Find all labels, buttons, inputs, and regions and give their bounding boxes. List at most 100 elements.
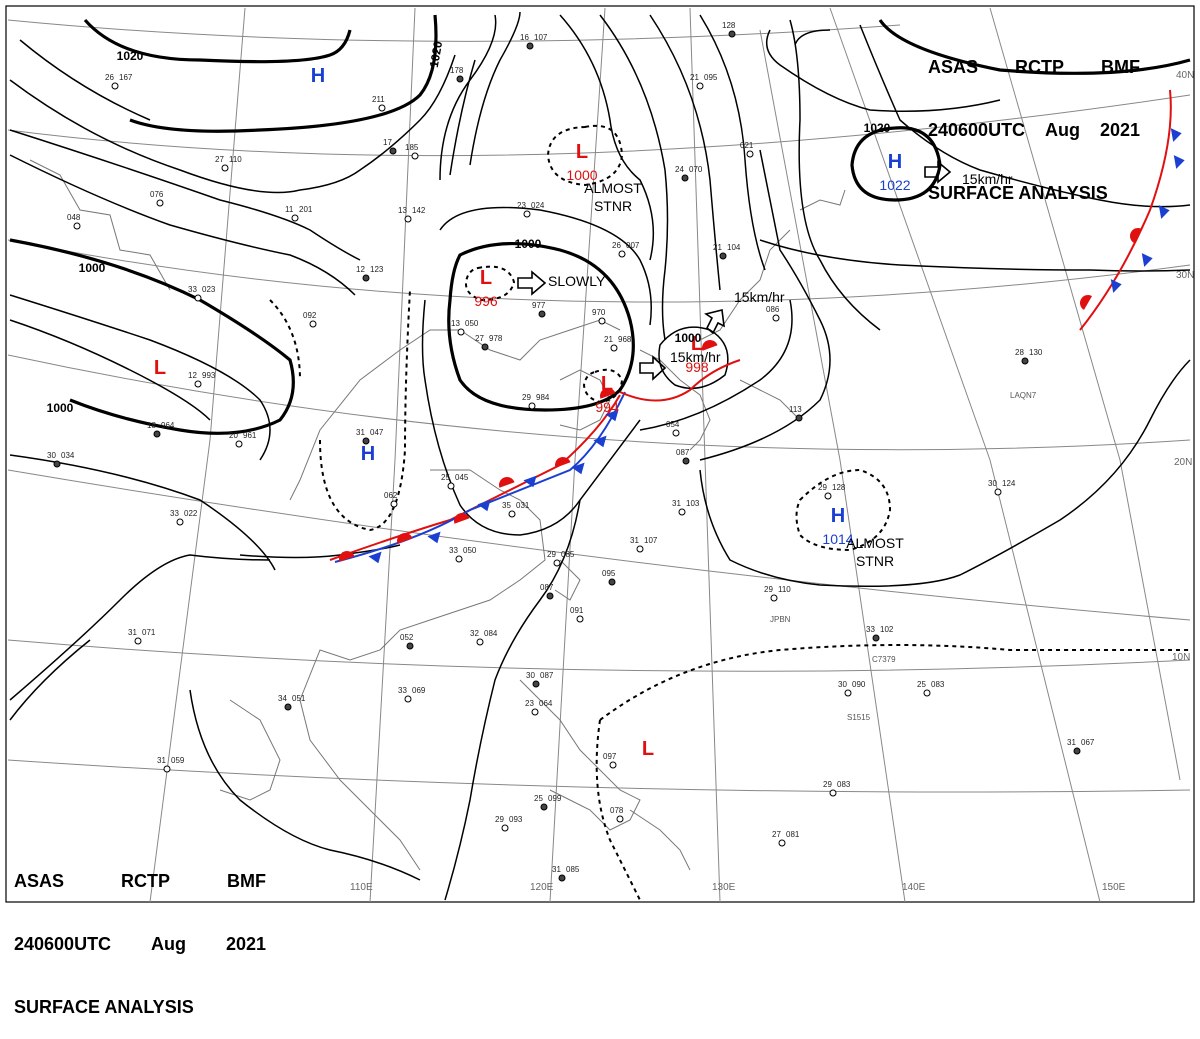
- station-plot-circle: [447, 482, 455, 490]
- station-pressure: 128: [832, 483, 846, 492]
- station-plot-circle: [678, 508, 686, 516]
- map-frame: [5, 5, 1195, 903]
- high-pressure-symbol: H: [361, 443, 375, 465]
- header-station: RCTP: [1015, 57, 1064, 77]
- front-east-red: [1079, 89, 1172, 331]
- latitude-label: 20N: [1174, 457, 1192, 468]
- station-temp: 29: [823, 780, 832, 789]
- station-temp: 091: [570, 606, 584, 615]
- station-temp: 17: [383, 138, 392, 147]
- station-temp: 20: [229, 431, 238, 440]
- station-pressure: 083: [837, 780, 851, 789]
- station-temp: 13: [398, 206, 407, 215]
- header-month: Aug: [1045, 120, 1080, 140]
- longitude-label: 150E: [1102, 882, 1126, 893]
- station-plot-circle: [558, 874, 566, 882]
- warm-front-semicircle: [1130, 228, 1142, 243]
- station-temp: 31: [552, 865, 561, 874]
- station-pressure: 103: [686, 499, 700, 508]
- cold-front-triangle: [1158, 205, 1170, 219]
- header-agency: ASAS: [14, 871, 65, 891]
- low-pressure-symbol: L: [576, 141, 588, 163]
- header-time: 240600UTC: [14, 934, 112, 954]
- header-code: BMF: [226, 871, 266, 891]
- dashed-isobars: [269, 124, 1190, 901]
- station-plot-circle: [778, 839, 786, 847]
- station-plot-circle: [404, 695, 412, 703]
- header-year: 2021: [225, 934, 266, 954]
- station-plot-circle: [540, 803, 548, 811]
- station-temp: 021: [740, 141, 754, 150]
- cold-front-triangle: [1170, 128, 1182, 142]
- station-temp: 12: [356, 265, 365, 274]
- header-top-right: ASAS RCTP BMF 240600UTC Aug 2021 SURFACE…: [928, 15, 1140, 225]
- station-plot-circle: [508, 510, 516, 518]
- station-plot-circle: [156, 199, 164, 207]
- station-pressure: 095: [704, 73, 718, 82]
- high-pressure-symbol: H: [888, 151, 902, 173]
- station-plot-circle: [455, 555, 463, 563]
- station-temp: 35: [502, 501, 511, 510]
- station-pressure: 069: [412, 686, 426, 695]
- station-temp: 11: [285, 205, 294, 214]
- station-plot-circle: [728, 30, 736, 38]
- isobar-label: 1020: [864, 121, 891, 135]
- station-pressure: 968: [618, 335, 632, 344]
- warm-front-semicircle: [499, 477, 515, 488]
- warm-front-semicircle: [339, 551, 355, 562]
- warm-front-segment: [619, 359, 741, 402]
- center-pressure-value: 996: [474, 293, 498, 309]
- station-pressure: 124: [1002, 479, 1016, 488]
- cold-front-triangle: [1141, 253, 1153, 267]
- station-plot-circle: [362, 274, 370, 282]
- station-temp: 18: [147, 421, 156, 430]
- station-pressure: 070: [689, 165, 703, 174]
- station-temp: 31: [157, 756, 166, 765]
- station-temp: 21: [604, 335, 613, 344]
- station-temp: 31: [128, 628, 137, 637]
- station-plot-circle: [682, 457, 690, 465]
- station-temp: 086: [766, 305, 780, 314]
- station-plot-circle: [284, 703, 292, 711]
- station-pressure: 064: [539, 699, 553, 708]
- station-temp: 27: [772, 830, 781, 839]
- station-pressure: 093: [509, 815, 523, 824]
- station-plot-circle: [404, 215, 412, 223]
- station-pressure: 110: [229, 155, 242, 164]
- buoy-id-label: JPBN: [770, 615, 791, 624]
- station-temp: 32: [470, 629, 479, 638]
- front-line-red: [329, 394, 621, 561]
- buoy-id-label: C7379: [872, 655, 896, 664]
- motion-label: 15km/hr: [962, 171, 1013, 187]
- station-temp: 25: [441, 473, 450, 482]
- longitude-label: 110E: [350, 882, 373, 893]
- station-plot-circle: [235, 440, 243, 448]
- stationary-label: ALMOST: [846, 535, 904, 551]
- station-pressure: 059: [171, 756, 185, 765]
- station-temp: 33: [449, 546, 458, 555]
- stationary-label: STNR: [856, 553, 894, 569]
- station-plot-circle: [616, 815, 624, 823]
- station-pressure: 047: [370, 428, 384, 437]
- station-plot-circle: [553, 559, 561, 567]
- frontal-system: [329, 89, 1185, 564]
- station-plot-circle: [111, 82, 119, 90]
- header-title: SURFACE ANALYSIS: [928, 183, 1108, 203]
- station-plot-circle: [309, 320, 317, 328]
- station-pressure: 083: [931, 680, 945, 689]
- warm-front-semicircle: [600, 388, 616, 399]
- station-pressure: 050: [465, 319, 479, 328]
- header-title: SURFACE ANALYSIS: [14, 997, 194, 1017]
- station-temp: 062: [384, 491, 398, 500]
- station-plot-circle: [523, 210, 531, 218]
- warm-front-semicircle: [555, 457, 571, 468]
- station-temp: 31: [672, 499, 681, 508]
- station-pressure: 087: [540, 671, 554, 680]
- station-pressure: 081: [786, 830, 800, 839]
- station-plot-circle: [696, 82, 704, 90]
- isobars: [9, 11, 1191, 901]
- station-plot-circle: [531, 708, 539, 716]
- isobar-label: 1000: [675, 331, 702, 345]
- isobar-label: 1000: [515, 237, 542, 251]
